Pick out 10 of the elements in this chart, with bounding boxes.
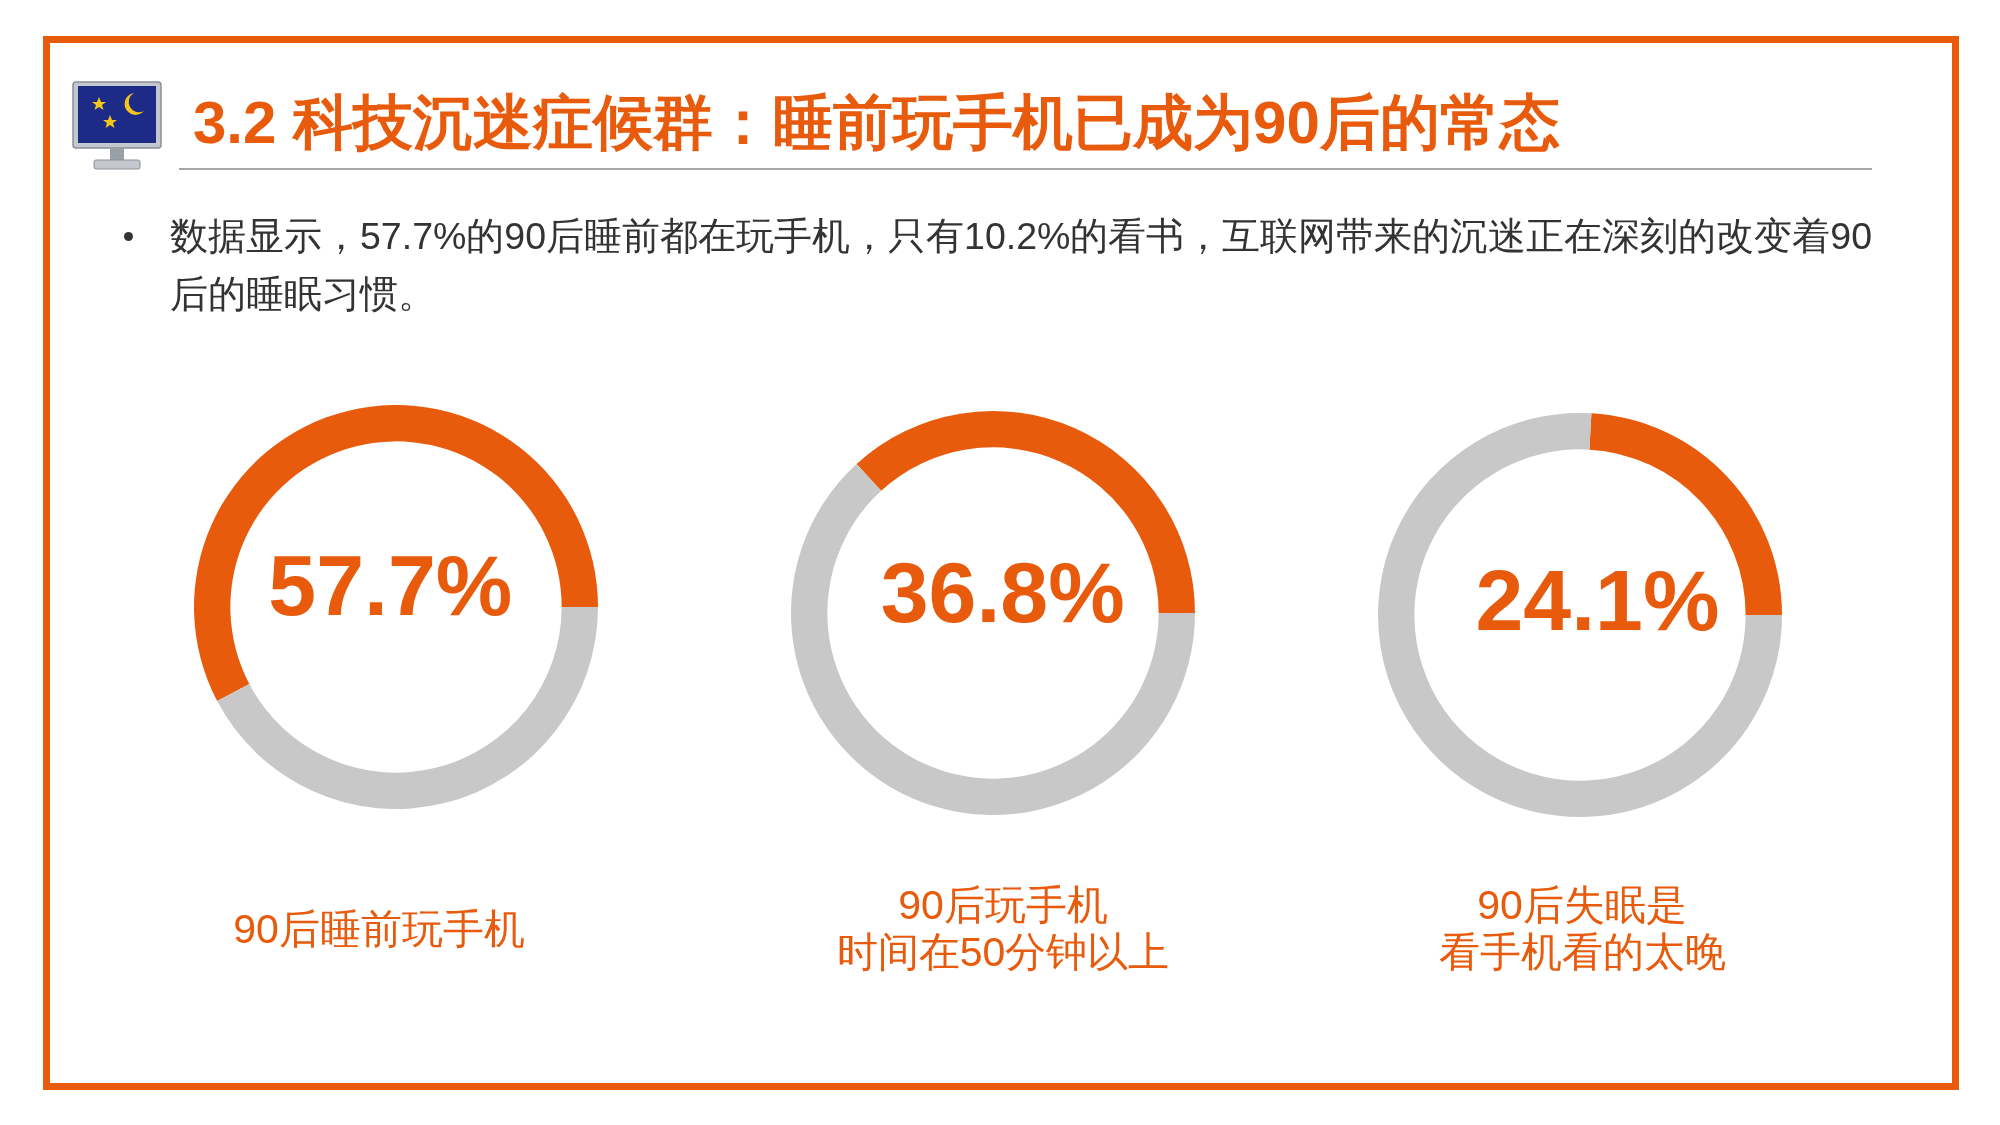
text: 看手机看的太晚 xyxy=(1438,929,1726,976)
text: 数据显示，57.7%的90后睡前都在玩手机，只有10.2%的看书，互联网带来的沉迷正在深刻的改变着90后的睡眠习惯。 xyxy=(170,214,1874,317)
text: 时间在50分钟以上 xyxy=(836,929,1170,976)
text: 90后玩手机 xyxy=(898,882,1108,929)
data-label: 57.7% xyxy=(268,536,513,633)
data-label: 24.1% xyxy=(1475,551,1720,648)
text: 3.2 科技沉迷症候群：睡前玩手机已成为90后的常态 xyxy=(193,88,1560,158)
data-label: 36.8% xyxy=(880,544,1125,641)
text: 90后失眠是 xyxy=(1477,882,1687,929)
text: 90后睡前玩手机 xyxy=(233,905,525,953)
